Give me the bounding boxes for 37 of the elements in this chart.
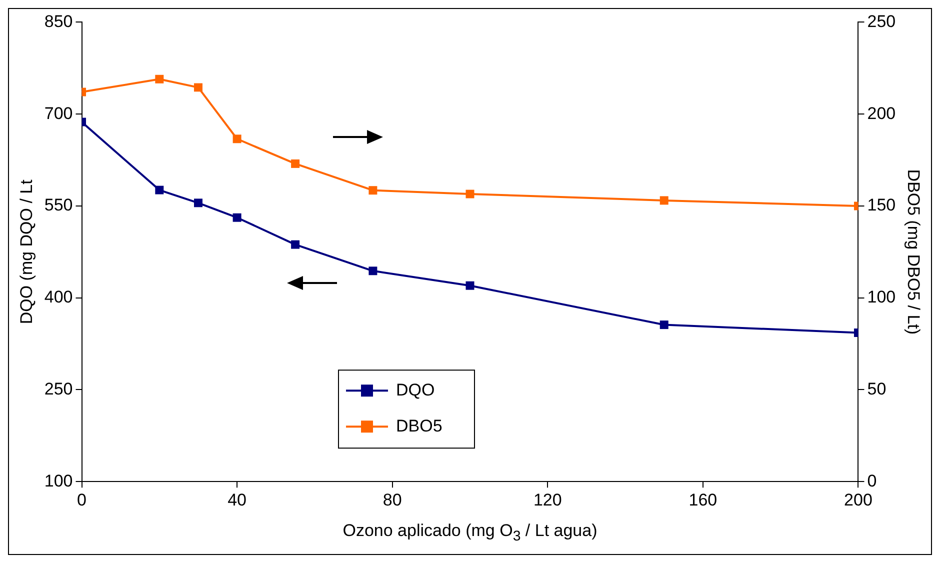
point [232, 134, 242, 144]
x-tick-label: 120 [533, 490, 562, 510]
y2-tick-label: 200 [867, 104, 896, 123]
legend-label: DQO [396, 380, 435, 400]
x-tick-label: 200 [844, 490, 872, 510]
y-tick-label: 550 [44, 196, 73, 215]
point [368, 266, 378, 276]
y-tick-label: 850 [44, 12, 73, 31]
point [232, 213, 242, 222]
y2-tick-label: 50 [867, 379, 886, 398]
x-axis-title: Ozono aplicado (mg O$_{3}$ / Lt agua) [342, 520, 598, 544]
y-tick-label: 700 [44, 104, 73, 123]
y-tick-label: 250 [44, 379, 73, 398]
point [155, 74, 164, 84]
y2-tick-label: 100 [867, 288, 896, 307]
point [660, 320, 668, 330]
point [466, 190, 474, 198]
x-tick-label: 40 [228, 490, 247, 510]
x-tick-label: 0 [77, 490, 86, 510]
point [466, 281, 474, 290]
y-tick-label: 100 [44, 471, 73, 490]
point [660, 196, 668, 205]
y-axis-title: DQO (mg DQO / Lt [16, 179, 36, 324]
point [291, 159, 300, 168]
y2-tick-label: 0 [867, 471, 877, 490]
y-tick-label: 400 [44, 288, 73, 307]
y2-tick-label: 150 [867, 196, 896, 215]
x-tick-label: 80 [382, 490, 402, 510]
y2-axis-title: DBO5 (mg DBO5 / Lt) [904, 169, 924, 335]
point [368, 186, 378, 195]
point [291, 240, 300, 249]
y2-tick-label: 250 [867, 12, 896, 31]
legend-label: DBO5 [396, 416, 442, 436]
point [155, 186, 164, 194]
point [194, 83, 202, 92]
point [194, 198, 202, 208]
x-tick-label: 160 [688, 490, 718, 510]
